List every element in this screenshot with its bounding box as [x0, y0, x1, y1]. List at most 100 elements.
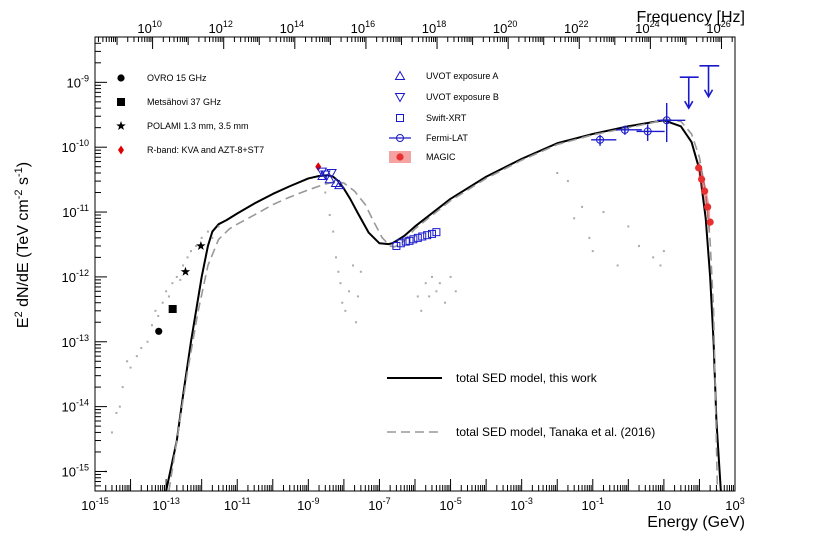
legend-entry: UVOT exposure A	[394, 70, 498, 81]
archival-point	[556, 171, 559, 174]
archival-point	[135, 355, 138, 358]
marker-shape	[155, 327, 163, 335]
marker-shape	[121, 386, 124, 389]
archival-point	[454, 290, 457, 293]
x-tick-label: 10-11	[224, 496, 251, 513]
marker-shape	[118, 405, 121, 408]
archival-point	[121, 386, 124, 389]
model-legend-label: total SED model, this work	[456, 371, 598, 385]
x-tick-label: 10-15	[81, 496, 108, 513]
archival-point	[449, 275, 452, 278]
legend-entry: Fermi-LAT	[389, 133, 468, 143]
y-tick-label: 10-14	[62, 398, 89, 415]
marker-shape	[591, 250, 594, 253]
legend-entry: R-band: KVA and AZT-8+ST7	[118, 145, 264, 155]
legend-marker	[396, 153, 404, 161]
marker-shape	[351, 264, 354, 267]
archival-point	[175, 275, 178, 278]
marker-shape	[150, 324, 153, 327]
data-point	[315, 162, 322, 172]
archival-point	[182, 264, 185, 267]
y-tick-label: 10-11	[62, 203, 89, 220]
marker-shape	[326, 169, 337, 179]
archival-point	[430, 275, 433, 278]
marker-shape	[146, 340, 149, 343]
archival-point	[581, 205, 584, 208]
top-tick-label: 1022	[564, 19, 588, 36]
legend-label: Metsähovi 37 GHz	[147, 97, 222, 107]
legend-label: UVOT exposure B	[426, 92, 499, 102]
fermi-marker	[662, 116, 671, 125]
marker-shape	[706, 218, 714, 226]
marker-shape	[556, 171, 559, 174]
x-tick-label: 10-5	[439, 496, 461, 513]
marker-shape	[616, 264, 619, 267]
marker-shape	[317, 170, 328, 180]
archival-point	[591, 250, 594, 253]
model-legend-entry: total SED model, Tanaka et al. (2016)	[387, 425, 655, 439]
marker-shape	[396, 153, 404, 161]
data-point	[317, 170, 328, 180]
archival-point	[157, 314, 160, 317]
archival-point	[328, 214, 331, 217]
marker-shape	[652, 256, 655, 259]
archival-point	[118, 405, 121, 408]
magic-point	[698, 175, 706, 183]
top-tick-label: 1010	[137, 19, 161, 36]
marker-shape	[211, 236, 214, 239]
marker-shape	[135, 355, 138, 358]
archival-point	[351, 264, 354, 267]
legend-marker	[396, 114, 404, 122]
marker-shape	[427, 229, 436, 238]
marker-shape	[180, 266, 191, 276]
archival-point	[588, 236, 591, 239]
legend-entry: OVRO 15 GHz	[117, 73, 207, 83]
magic-point	[695, 164, 703, 172]
data-point	[423, 231, 432, 240]
data-points	[155, 64, 720, 335]
top-tick-label: 1014	[280, 19, 304, 36]
archival-point	[652, 256, 655, 259]
marker-shape	[206, 230, 209, 233]
x-tick-label: 10	[657, 498, 671, 513]
archival-point	[140, 347, 143, 350]
marker-shape	[129, 366, 132, 369]
archival-point	[616, 264, 619, 267]
archival-point	[420, 309, 423, 312]
x-tick-label: 10-9	[297, 496, 319, 513]
marker-shape	[392, 241, 401, 250]
archival-point	[154, 309, 157, 312]
archival-point	[348, 290, 351, 293]
x-tick-label: 103	[725, 496, 744, 513]
marker-shape	[324, 173, 336, 184]
marker-shape	[620, 125, 629, 134]
fermi-marker	[596, 135, 605, 144]
top-tick-label: 1018	[422, 19, 446, 36]
top-axis-title: Frequency [Hz]	[637, 9, 745, 26]
marker-shape	[432, 228, 441, 237]
marker-shape	[116, 121, 126, 131]
marker-shape	[117, 98, 125, 106]
marker-shape	[394, 70, 406, 80]
fermi-point	[636, 124, 665, 141]
marker-shape	[319, 170, 331, 180]
legend-label: UVOT exposure A	[426, 71, 498, 81]
magic-point	[701, 187, 709, 195]
top-tick-label: 1016	[351, 19, 375, 36]
marker-shape	[335, 256, 338, 259]
archival-point	[627, 225, 630, 228]
marker-shape	[424, 282, 427, 285]
archival-point	[428, 295, 431, 298]
marker-shape	[157, 314, 160, 317]
marker-shape	[394, 93, 406, 103]
fermi-point	[616, 125, 642, 135]
x-tick-label: 10-13	[152, 496, 179, 513]
archival-point	[341, 301, 344, 304]
marker-shape	[118, 145, 124, 155]
ul-arrow	[703, 89, 714, 99]
marker-shape	[161, 301, 164, 304]
legend-marker	[396, 134, 404, 142]
marker-shape	[348, 290, 351, 293]
legend-label: R-band: KVA and AZT-8+ST7	[147, 145, 264, 155]
